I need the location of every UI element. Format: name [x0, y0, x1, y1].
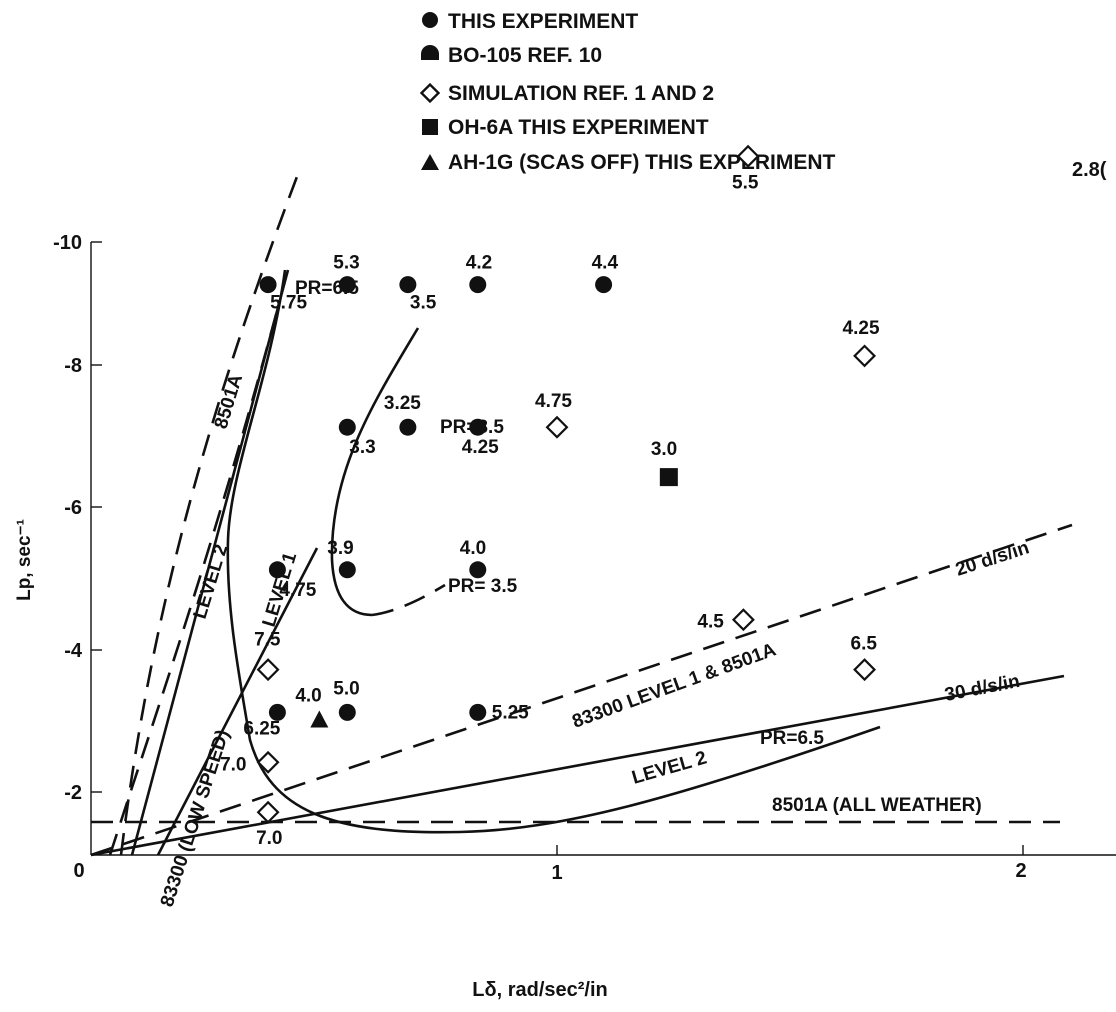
x-tick-label: 0 — [73, 860, 84, 882]
data-point-circle — [399, 418, 417, 436]
data-point-circle — [595, 276, 613, 294]
data-point-circle — [469, 703, 487, 721]
data-point-diamond — [736, 144, 760, 168]
level1-left-line — [156, 547, 319, 856]
data-point-circle — [268, 703, 286, 721]
data-label: 4.75 — [535, 391, 572, 412]
x-axis-label: Lδ, rad/sec²/in — [472, 979, 608, 1001]
data-point-diamond — [545, 415, 569, 439]
data-label: 7.0 — [220, 754, 246, 775]
data-label: 4.75 — [279, 580, 316, 601]
legend-marker-diamond — [419, 82, 441, 104]
data-label: 5.75 — [270, 293, 307, 314]
legend-label-oh6a: OH-6A THIS EXPERIMENT — [448, 116, 709, 139]
all-weather-label: 8501A (ALL WEATHER) — [772, 795, 982, 816]
legend-marker-triangle — [421, 154, 439, 170]
d20-label: 20 d/s/in — [953, 537, 1032, 580]
pr65-right-label: PR=6.5 — [760, 728, 824, 749]
data-point-circle — [268, 561, 286, 579]
legend-label-this-experiment: THIS EXPERIMENT — [448, 10, 638, 33]
legend-label-ah1g: AH-1G (SCAS OFF) THIS EXPERIMENT — [448, 151, 836, 174]
data-label: 4.2 — [466, 253, 492, 274]
data-point-circle — [469, 276, 487, 294]
data-label: 5.5 — [732, 172, 759, 193]
data-points: 5.75 5.3 3.5 4.2 4.4 3.3 3.25 4.25 4.75 3.9 4.0 6.2… — [220, 144, 880, 849]
y-tick-label: -10 — [53, 232, 82, 254]
data-label: 4.0 — [295, 686, 321, 707]
data-label: 7.0 — [256, 828, 282, 849]
data-label: 3.5 — [410, 293, 437, 314]
pr35-dashed-tail — [371, 583, 446, 617]
data-label: 3.25 — [384, 393, 421, 414]
data-label: 4.5 — [697, 612, 724, 633]
pr35-boundary-curve — [330, 327, 420, 617]
data-label: 6.5 — [851, 634, 878, 655]
data-label: 6.25 — [243, 718, 280, 739]
data-label: 4.0 — [460, 538, 486, 559]
data-label: 5.0 — [333, 678, 359, 699]
data-point-circle — [259, 276, 277, 294]
y-tick-label: -4 — [64, 640, 83, 662]
level1-8501a-label: 83300 LEVEL 1 & 8501A — [570, 639, 780, 732]
data-point-circle — [399, 276, 417, 294]
data-point-diamond — [853, 344, 877, 368]
data-point-diamond — [256, 750, 280, 774]
data-point-diamond — [731, 608, 755, 632]
x-tick-label: 2 — [1015, 860, 1026, 882]
d30-solid-line — [90, 674, 1065, 857]
y-tick-label: -2 — [64, 782, 82, 804]
legend-marker-square — [422, 119, 438, 135]
axes: -10 -8 -6 -4 -2 0 1 2 Lδ, rad/sec²/in Lp… — [14, 232, 1116, 1001]
level2-left-label: LEVEL 2 — [190, 542, 233, 622]
data-label: 3.3 — [349, 437, 375, 458]
pr35-low-label: PR= 3.5 — [448, 576, 518, 597]
data-label: 5.25 — [492, 702, 529, 723]
x-tick-label: 1 — [551, 862, 562, 884]
legend-marker-circle — [422, 12, 438, 28]
data-point-square — [659, 468, 678, 487]
data-label: 4.25 — [462, 437, 499, 458]
data-point-diamond — [853, 658, 877, 682]
data-point-diamond — [256, 800, 280, 824]
data-label: 4.4 — [592, 253, 619, 274]
d30-label: 30 d/s/in — [943, 671, 1022, 706]
legend-label-bo105: BO-105 REF. 10 — [448, 44, 602, 67]
data-label: 7.5 — [254, 630, 281, 651]
data-point-circle — [469, 561, 487, 579]
data-label: 3.9 — [327, 538, 353, 559]
corner-note: 2.8( — [1072, 159, 1107, 181]
boundaries — [90, 173, 1073, 857]
data-point-circle — [338, 418, 356, 436]
legend-label-simulation: SIMULATION REF. 1 AND 2 — [448, 82, 714, 105]
mil8501a-outer-dashed-line — [119, 173, 300, 856]
legend-marker-half-circle — [421, 45, 439, 60]
data-label: 3.0 — [651, 439, 677, 460]
data-point-triangle — [310, 710, 329, 728]
y-tick-label: -8 — [64, 355, 82, 377]
data-label: 4.25 — [843, 318, 880, 339]
data-point-diamond — [256, 658, 280, 682]
mil8501a-label: 8501A — [211, 372, 248, 432]
low-speed-dashed-line — [108, 299, 282, 856]
legend: THIS EXPERIMENT BO-105 REF. 10 SIMULATIO… — [419, 10, 836, 174]
y-axis-label: Lp, sec⁻¹ — [14, 519, 35, 601]
data-point-circle — [469, 418, 487, 436]
data-label: 5.3 — [333, 253, 359, 274]
d20-dashed-line — [90, 523, 1073, 857]
data-point-circle — [338, 703, 356, 721]
y-tick-label: -6 — [64, 497, 82, 519]
data-point-circle — [338, 561, 356, 579]
data-point-circle — [338, 276, 356, 294]
